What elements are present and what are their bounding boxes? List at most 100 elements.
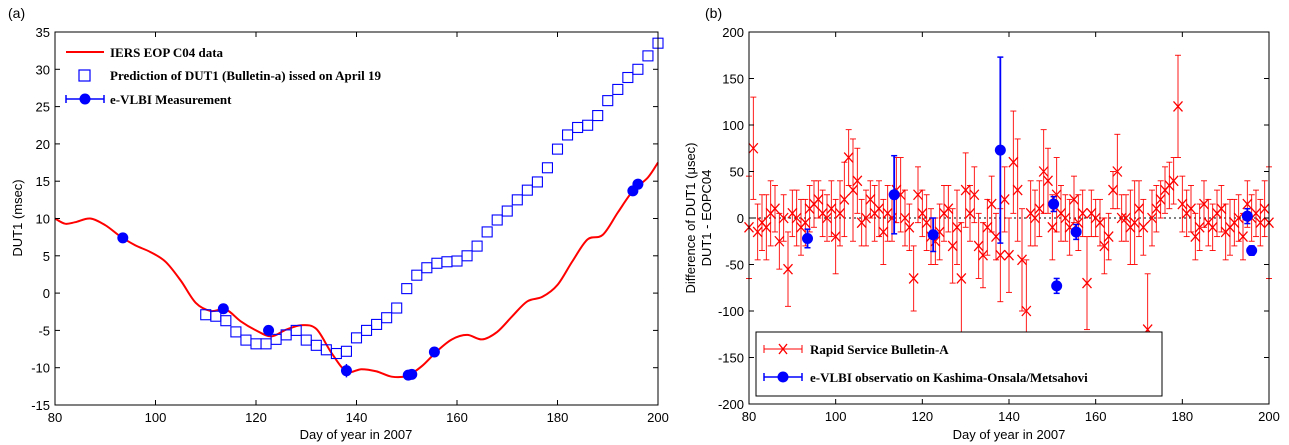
y-tick-label: -150 <box>718 351 744 366</box>
prediction-square-marker <box>421 262 433 274</box>
x-tick-label: 140 <box>346 410 368 425</box>
legend-a-item-evlbi: e-VLBI Measurement <box>110 92 232 107</box>
bulletin-x-marker <box>778 212 789 224</box>
bulletin-x-marker <box>830 231 841 243</box>
panel-a-plot-frame <box>54 31 659 406</box>
bulletin-x-marker <box>1017 254 1027 266</box>
bulletin-x-marker <box>960 184 971 196</box>
bulletin-x-marker <box>839 193 850 205</box>
prediction-square-marker <box>441 256 453 268</box>
y-tick-label: -5 <box>38 323 50 338</box>
prediction-square-marker <box>391 302 403 314</box>
y-tick-label: 5 <box>43 249 50 264</box>
prediction-square-marker <box>501 205 513 217</box>
bulletin-x-marker <box>1043 175 1053 187</box>
panel-b-x-axis-label: Day of year in 2007 <box>953 427 1066 442</box>
bulletin-x-marker <box>865 193 876 205</box>
y-tick-label: 35 <box>36 25 50 40</box>
bulletin-x-marker <box>835 207 845 219</box>
prediction-square-marker <box>481 226 493 238</box>
prediction-square-marker <box>602 95 614 107</box>
prediction-square-marker <box>541 162 554 174</box>
prediction-square-marker <box>300 334 312 346</box>
bulletin-x-marker <box>1259 203 1270 215</box>
y-tick-label: 50 <box>730 165 744 180</box>
y-tick-label: 15 <box>36 174 50 189</box>
y-tick-label: 10 <box>36 212 50 227</box>
panel-b-data <box>744 54 1274 386</box>
prediction-square-marker <box>622 71 634 84</box>
evlbi-point <box>1246 245 1258 257</box>
bulletin-x-marker <box>1255 217 1266 229</box>
bulletin-x-marker <box>1155 193 1166 205</box>
evlbi-point <box>1048 198 1060 210</box>
bulletin-x-marker <box>783 263 793 275</box>
prediction-square-marker <box>551 143 564 155</box>
x-tick-label: 100 <box>825 409 847 424</box>
bulletin-x-marker <box>1077 207 1088 219</box>
panel-a-legend: IERS EOP C04 data Prediction of DUT1 (Bu… <box>65 45 381 107</box>
panel-a-y-axis-label: DUT1 (msec) <box>10 179 25 256</box>
panel-a-x-axis-label: Day of year in 2007 <box>300 427 413 442</box>
bulletin-x-marker <box>913 189 923 201</box>
bulletin-x-marker <box>1216 203 1227 215</box>
bulletin-x-marker <box>999 193 1010 205</box>
prediction-square-marker <box>230 326 242 338</box>
y-tick-label: 100 <box>722 118 744 133</box>
bulletin-x-marker <box>826 203 837 215</box>
prediction-square-marker <box>451 255 463 267</box>
x-tick-label: 180 <box>1171 409 1193 424</box>
bulletin-x-marker <box>791 212 802 224</box>
x-tick-label: 80 <box>48 410 62 425</box>
prediction-square-marker <box>260 338 272 350</box>
legend-a-item-prediction: Prediction of DUT1 (Bulletin-a) issed on… <box>110 68 381 83</box>
bulletin-x-marker <box>1008 156 1019 168</box>
y-tick-label: 0 <box>737 211 744 226</box>
prediction-square-marker <box>360 324 373 336</box>
panel-a-data <box>54 37 664 381</box>
panel-a-ticks: 80 100 120 140 160 180 200 -15 -10 -5 0 5 10 15 20 25 30… <box>31 25 669 425</box>
bulletin-x-marker <box>965 207 975 219</box>
prediction-square-marker <box>220 315 232 327</box>
bulletin-x-marker <box>1099 240 1110 252</box>
prediction-square-marker <box>521 184 533 196</box>
x-tick-label: 200 <box>1258 409 1280 424</box>
bulletin-x-marker <box>1030 212 1040 224</box>
prediction-square-marker <box>381 312 393 324</box>
evlbi-point <box>406 368 418 380</box>
prediction-square-marker <box>561 129 574 141</box>
panel-a-label: (a) <box>8 5 25 21</box>
prediction-square-marker <box>310 339 322 351</box>
evlbi-point <box>888 189 900 201</box>
bulletin-x-marker <box>1251 207 1261 219</box>
bulletin-x-marker <box>969 189 980 201</box>
y-tick-label: -50 <box>725 258 744 273</box>
bulletin-x-marker <box>1194 221 1205 233</box>
evlbi-point <box>428 346 440 358</box>
bulletin-x-marker <box>843 152 854 163</box>
bulletin-x-marker <box>1116 212 1127 224</box>
bulletin-x-marker <box>774 235 785 247</box>
bulletin-x-marker <box>947 240 958 252</box>
x-tick-label: 160 <box>1085 409 1107 424</box>
prediction-square-marker <box>411 269 423 281</box>
prediction-square-marker <box>461 250 473 262</box>
x-tick-label: 180 <box>547 410 569 425</box>
bulletin-x-marker <box>770 203 780 215</box>
prediction-square-marker <box>582 119 594 131</box>
y-tick-label: -10 <box>31 361 50 376</box>
evlbi-point <box>1070 226 1082 238</box>
bulletin-x-marker <box>1069 193 1079 205</box>
bulletin-x-marker <box>1082 277 1092 289</box>
bulletin-x-marker <box>943 203 954 215</box>
legend-b-x-swatch <box>778 343 788 355</box>
y-tick-label: 20 <box>36 137 50 152</box>
bulletin-x-marker <box>1038 166 1049 177</box>
bulletin-x-marker <box>1207 221 1218 233</box>
bulletin-x-marker <box>1034 203 1045 215</box>
bulletin-x-marker <box>1186 203 1196 215</box>
evlbi-point <box>340 365 352 377</box>
bulletin-x-marker <box>904 221 915 233</box>
panel-b-y-axis-label-2: DUT1 - EOPC04 <box>699 170 714 267</box>
